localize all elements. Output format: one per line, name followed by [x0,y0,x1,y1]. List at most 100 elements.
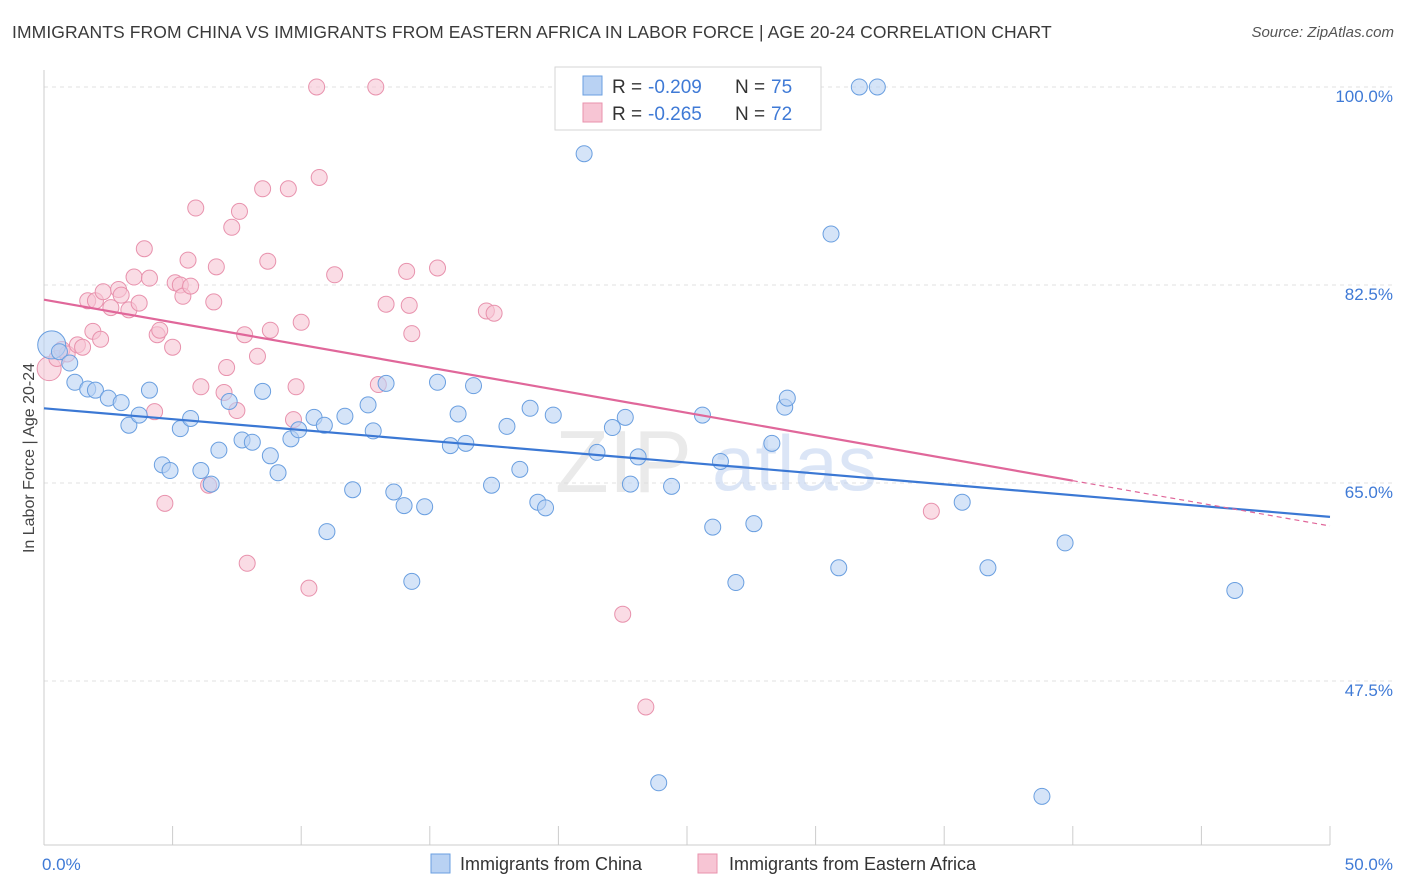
africa-swatch [582,102,603,123]
series-legend: Immigrants from China Immigrants from Ea… [430,853,977,874]
africa-r-value: -0.265 [648,104,702,125]
africa-point [223,218,241,236]
africa-point [238,554,256,572]
africa-point [259,252,277,270]
africa-point [292,313,310,331]
africa-point [156,494,174,512]
china-point [315,416,333,434]
china-point [1226,581,1244,599]
africa-point [207,258,225,276]
china-point [979,559,997,577]
china-point [1056,534,1074,552]
china-point [449,405,467,423]
africa-point [254,180,272,198]
africa-point [922,502,940,520]
africa-point [112,286,130,304]
china-point [650,774,668,792]
china-point [377,374,395,392]
stats-legend: R = -0.209 N = 75 R = -0.265 N = 72 [554,66,822,131]
china-point [395,497,413,515]
china-point [86,381,104,399]
points-china [37,78,1244,805]
africa-point [614,605,632,623]
china-point [210,441,228,459]
china-point [318,523,336,541]
china-point [182,409,200,427]
china-point [621,475,639,493]
china-point [220,392,238,410]
china-point [953,493,971,511]
legend-china-swatch [430,853,451,874]
africa-point [218,359,236,377]
china-point [616,408,634,426]
legend-africa-label: Immigrants from Eastern Africa [729,854,977,874]
china-point [416,498,434,516]
china-r-label: R = [612,77,642,98]
china-point [483,476,501,494]
china-point [243,433,261,451]
china-point [511,460,529,478]
africa-point [182,277,200,295]
africa-r-label: R = [612,104,642,125]
china-point [359,396,377,414]
source-credit: Source: ZipAtlas.com [1251,24,1394,41]
china-point [544,406,562,424]
africa-point [140,269,158,287]
y-tick-label: 100.0% [1335,87,1393,106]
watermark-atlas: atlas [712,419,877,507]
africa-point [403,325,421,343]
china-point [603,419,621,437]
china-point [261,447,279,465]
africa-n-label: N = [735,104,765,125]
x-tick-labels: 0.0% 50.0% [42,855,1393,874]
africa-point [261,321,279,339]
x-tick-label: 0.0% [42,855,81,874]
china-point [711,452,729,470]
china-point [61,354,79,372]
china-point [1033,787,1051,805]
africa-point [164,338,182,356]
china-point [112,394,130,412]
china-point [192,462,210,480]
china-trend-line [43,407,1331,518]
x-tick-label: 50.0% [1345,855,1393,874]
africa-point [192,378,210,396]
china-point [588,443,606,461]
china-point [120,416,138,434]
africa-point [326,266,344,284]
china-point [537,499,555,517]
africa-point [187,199,205,217]
china-point [202,475,220,493]
axes [43,70,1331,846]
africa-point [279,180,297,198]
points-eastern-africa [36,78,940,716]
china-r-value: -0.209 [648,77,702,98]
y-axis-label: In Labor Force | Age 20-24 [21,363,38,553]
legend-china-label: Immigrants from China [460,854,643,874]
africa-point [94,283,112,301]
gridlines [44,86,1394,682]
china-point [727,574,745,592]
y-tick-label: 65.0% [1345,483,1393,502]
africa-point [92,330,110,348]
china-point [745,515,763,533]
africa-point [377,295,395,313]
africa-point [429,259,447,277]
china-point [336,407,354,425]
china-point [830,559,848,577]
trend-lines [43,298,1331,527]
africa-n-value: 72 [771,104,792,125]
china-point [850,78,868,96]
china-point [269,464,287,482]
china-n-label: N = [735,77,765,98]
china-point [140,381,158,399]
china-n-value: 75 [771,77,792,98]
china-point [704,518,722,536]
china-swatch [582,75,603,96]
africa-point [400,296,418,314]
china-point [822,225,840,243]
africa-point [367,78,385,96]
africa-point [179,251,197,269]
china-point [868,78,886,96]
